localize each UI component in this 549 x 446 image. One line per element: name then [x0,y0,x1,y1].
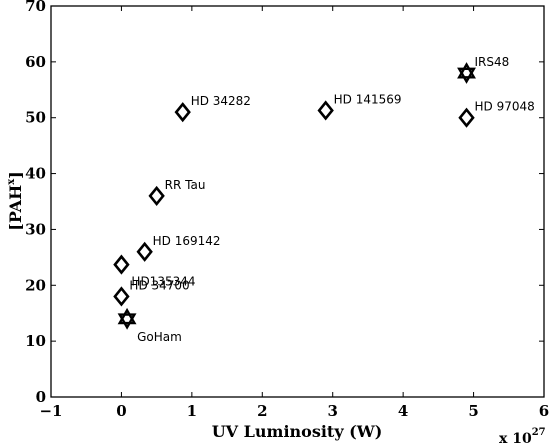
point-label: HD 97048 [475,100,535,114]
x-tick-label: 6 [539,402,549,420]
star-marker-up-triangle [457,62,476,79]
x-tick-label: 4 [398,402,408,420]
y-axis-title-close: ] [6,171,25,179]
point-label: HD 34282 [191,94,251,108]
point-label: GoHam [137,330,182,344]
x-exponent-label: x 1027 [499,427,546,446]
x-tick-label: 1 [187,402,197,420]
point-label: RR Tau [165,178,206,192]
y-tick-label: 60 [25,53,46,71]
diamond-marker [458,107,475,128]
diamond-marker [317,100,334,121]
diamond-marker [136,241,153,262]
y-tick-labels: 0 10 20 30 40 50 60 70 [25,0,46,406]
x-tick-label: 0 [116,402,126,420]
x-exponent-power: 27 [532,427,546,438]
y-tick-label: 30 [25,220,46,238]
diamond-marker [113,254,130,275]
star-marker [117,307,137,330]
y-tick-label: 0 [36,388,46,406]
diamond-marker [174,102,191,123]
x-tick-labels: −1 0 1 2 3 4 5 6 [39,402,549,420]
point-label: HD 141569 [334,92,402,106]
tick-marks [51,6,544,397]
y-tick-label: 50 [25,109,46,127]
y-axis-title-superscript: x [6,178,17,185]
point-label: IRS48 [475,55,510,69]
x-exponent-prefix: x 10 [499,431,532,446]
star-marker-down-triangle [117,313,137,330]
star-marker-up-triangle [117,307,137,325]
point-label: HD 169142 [153,234,221,248]
y-axis-title-main: [PAH [6,185,25,231]
star-marker-down-triangle [457,67,476,84]
y-tick-label: 10 [25,332,46,350]
x-tick-label: 2 [257,402,267,420]
star-marker [457,62,476,84]
y-tick-label: 20 [25,276,46,294]
point-label: HD 34700 [129,278,189,292]
data-markers [113,62,476,330]
y-tick-label: 70 [25,0,46,15]
diamond-marker [148,185,165,206]
x-axis-title: UV Luminosity (W) [212,422,383,441]
y-tick-label: 40 [25,165,46,183]
point-labels: HD 34282 HD 141569 IRS48 HD 97048 RR Tau HD 1… [129,55,534,344]
y-axis-title: [PAHx] [6,171,25,231]
diamond-marker [113,286,130,307]
point-label: HD135344 [131,275,195,289]
x-tick-label: 3 [327,402,337,420]
x-tick-label: 5 [468,402,478,420]
plot-frame [50,5,545,398]
x-tick-label: −1 [39,402,62,420]
